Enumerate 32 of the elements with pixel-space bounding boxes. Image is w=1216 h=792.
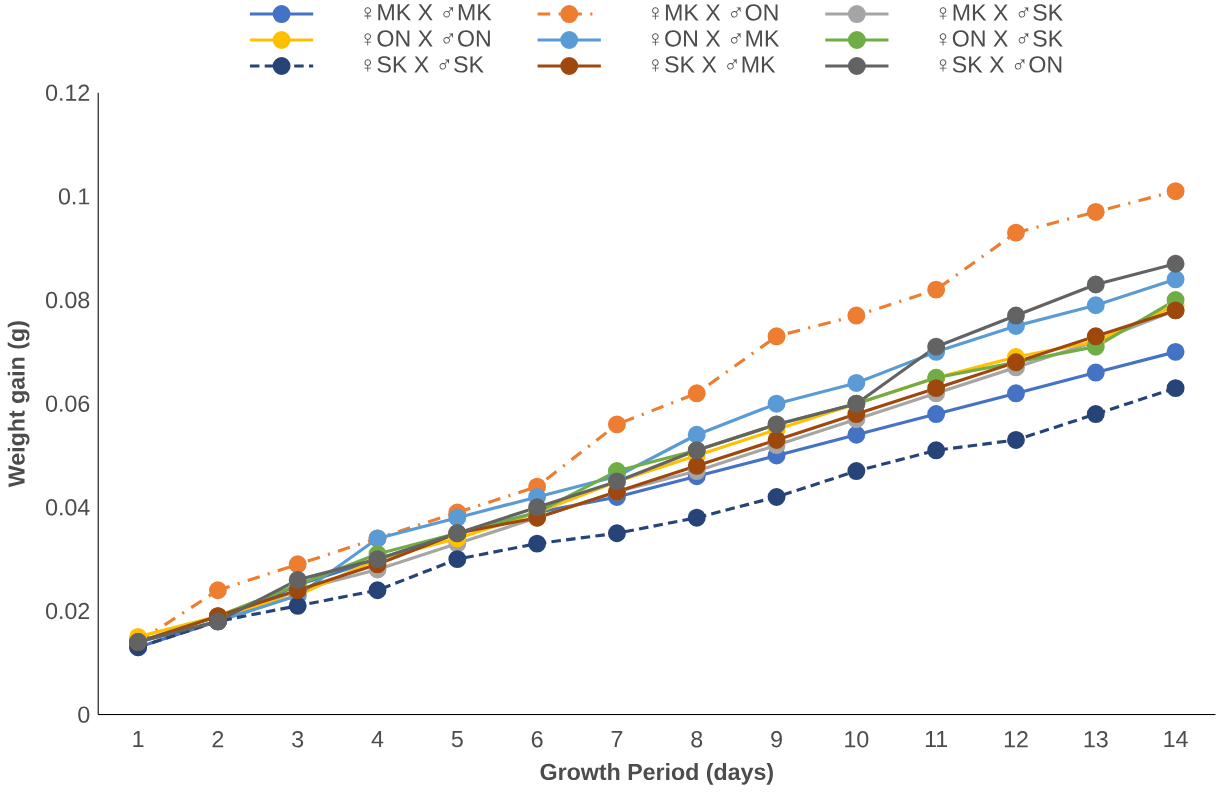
y-tick-label: 0.12 xyxy=(46,84,90,101)
x-tick-label: 8 xyxy=(691,730,703,748)
y-tick-label: 0.08 xyxy=(46,291,90,309)
legend-label: ♀MK X ♂MK xyxy=(364,4,492,21)
y-tick-label: 0.02 xyxy=(46,602,90,619)
x-tick-label: 3 xyxy=(292,730,304,748)
y-tick-label: 0 xyxy=(78,706,90,723)
legend-label: ♀SK X ♂ON xyxy=(939,55,1062,73)
x-tick-label: 12 xyxy=(1004,730,1028,747)
x-tick-label: 9 xyxy=(771,730,782,748)
x-tick-label: 11 xyxy=(925,730,948,747)
legend-label: ♀SK X ♂SK xyxy=(364,55,484,73)
x-tick-label: 7 xyxy=(611,730,623,747)
x-tick-label: 2 xyxy=(212,730,224,747)
y-tick-label: 0.06 xyxy=(46,395,90,412)
legend-label: ♀ON X ♂SK xyxy=(939,29,1063,47)
x-tick-label: 4 xyxy=(371,730,384,747)
x-tick-label: 13 xyxy=(1084,730,1108,748)
y-tick-label: 0.04 xyxy=(46,498,90,516)
x-axis-title: Growth Period (days) xyxy=(540,762,773,785)
legend-label: ♀MK X ♂ON xyxy=(652,4,778,21)
y-tick-label: 0.1 xyxy=(58,187,90,205)
legend-label: ♀ON X ♂ON xyxy=(364,29,490,47)
x-tick-label: 6 xyxy=(531,730,543,748)
x-tick-label: 14 xyxy=(1164,730,1188,747)
y-axis-title: Weight gain (g) xyxy=(7,321,30,487)
x-tick-label: 1 xyxy=(133,730,144,747)
x-tick-label: 5 xyxy=(451,730,463,747)
x-tick-label: 10 xyxy=(845,730,869,748)
legend-label: ♀SK X ♂MK xyxy=(652,55,776,73)
legend-label: ♀ON X ♂MK xyxy=(652,29,780,47)
legend-label: ♀MK X ♂SK xyxy=(939,4,1063,21)
